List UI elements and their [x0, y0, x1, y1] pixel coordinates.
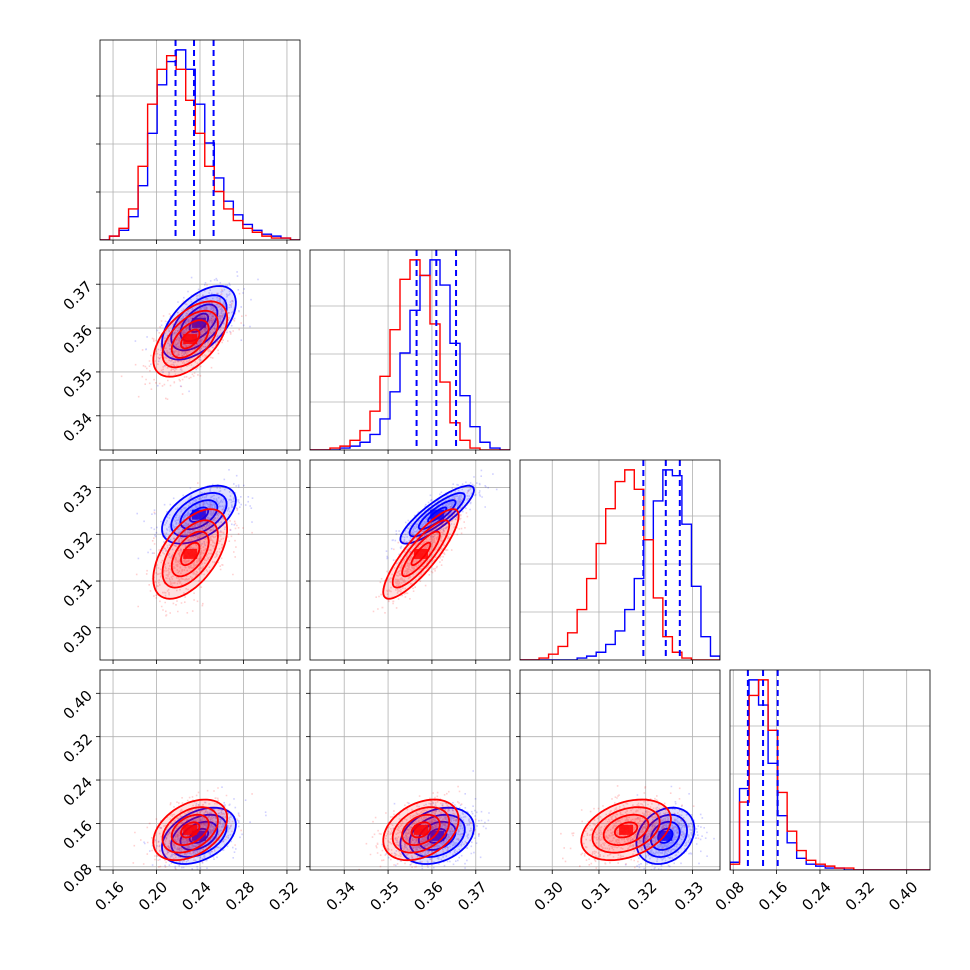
panel-frame: [309, 249, 511, 451]
panel-content: [560, 785, 715, 870]
x-tick-label: 0.30: [531, 878, 567, 914]
panel-2-1: [306, 459, 511, 664]
panel-content: [132, 786, 267, 870]
x-tick-label: 0.28: [222, 878, 258, 914]
panel-content: [730, 670, 930, 870]
panel-1-1: [309, 249, 511, 454]
y-tick-label: 0.37: [60, 277, 96, 313]
y-tick-label: 0.35: [60, 365, 96, 401]
density-peak-series_a: [191, 509, 206, 520]
scatter-points-series_a: [143, 786, 267, 870]
panel-1-0: [96, 249, 301, 454]
y-tick-label: 0.36: [60, 321, 96, 357]
panel-frame: [309, 459, 511, 661]
y-tick-label: 0.16: [60, 817, 96, 853]
x-tick-label: 0.24: [798, 878, 834, 914]
y-tick-label: 0.32: [60, 730, 96, 766]
y-tick-label: 0.33: [60, 481, 96, 517]
density-peak-series_b: [413, 548, 428, 559]
hist-step-series_a: [730, 679, 930, 870]
panel-3-0: [96, 669, 301, 874]
x-tick-label: 0.16: [755, 878, 791, 914]
y-tick-label: 0.40: [60, 687, 96, 723]
x-tick-label: 0.31: [577, 878, 613, 914]
panel-frame: [519, 459, 721, 661]
x-tick-label: 0.32: [624, 878, 660, 914]
panel-2-0: [96, 459, 301, 664]
panel-2-2: [519, 459, 721, 664]
x-tick-label: 0.16: [91, 878, 127, 914]
panel-frame: [519, 669, 721, 871]
scatter-points-series_b: [560, 785, 700, 870]
panel-content: [120, 271, 259, 400]
scatter-points-series_a: [616, 785, 715, 870]
panel-3-2: [516, 669, 721, 874]
y-tick-label: 0.30: [60, 621, 96, 657]
density-peak-series_a: [191, 317, 206, 328]
y-tick-label: 0.34: [60, 409, 96, 445]
density-peak-series_a: [430, 830, 445, 841]
panel-content: [310, 250, 510, 450]
hist-step-series_b: [100, 55, 300, 240]
hist-step-series_b: [520, 469, 720, 660]
panel-content: [520, 460, 720, 660]
panel-content: [358, 770, 490, 870]
density-peak-series_a: [191, 830, 206, 841]
density-peak-series_a: [430, 509, 445, 520]
panel-3-3: [729, 669, 931, 874]
panel-frame: [729, 669, 931, 871]
x-tick-label: 0.35: [366, 878, 402, 914]
x-tick-label: 0.37: [454, 878, 490, 914]
hist-step-series_a: [520, 469, 720, 660]
density-peak-series_b: [413, 824, 428, 835]
hist-step-series_a: [310, 259, 510, 450]
panel-0-0: [96, 39, 301, 244]
x-tick-label: 0.08: [712, 878, 748, 914]
x-tick-label: 0.36: [410, 878, 446, 914]
panel-3-1: [306, 669, 511, 874]
x-tick-label: 0.34: [323, 878, 359, 914]
scatter-points-series_b: [372, 490, 472, 614]
y-tick-label: 0.31: [60, 574, 96, 610]
x-tick-label: 0.32: [842, 878, 878, 914]
panel-content: [372, 469, 498, 614]
density-peak-series_b: [183, 334, 198, 345]
x-tick-label: 0.33: [671, 878, 707, 914]
panel-content: [100, 40, 300, 240]
y-tick-label: 0.08: [60, 860, 96, 896]
x-tick-label: 0.32: [265, 878, 301, 914]
panel-frame: [309, 669, 511, 871]
hist-step-series_b: [310, 259, 510, 450]
x-tick-label: 0.40: [885, 878, 921, 914]
y-tick-label: 0.24: [60, 773, 96, 809]
density-peak-series_b: [619, 824, 634, 835]
x-tick-label: 0.24: [178, 878, 214, 914]
hist-step-series_a: [100, 49, 300, 240]
density-peak-series_b: [183, 824, 198, 835]
y-tick-label: 0.32: [60, 528, 96, 564]
panels-layer: [96, 39, 931, 874]
hist-step-series_b: [730, 679, 930, 870]
density-peak-series_a: [658, 830, 673, 841]
x-tick-label: 0.20: [135, 878, 171, 914]
panel-content: [135, 469, 254, 617]
density-peak-series_b: [183, 548, 198, 559]
